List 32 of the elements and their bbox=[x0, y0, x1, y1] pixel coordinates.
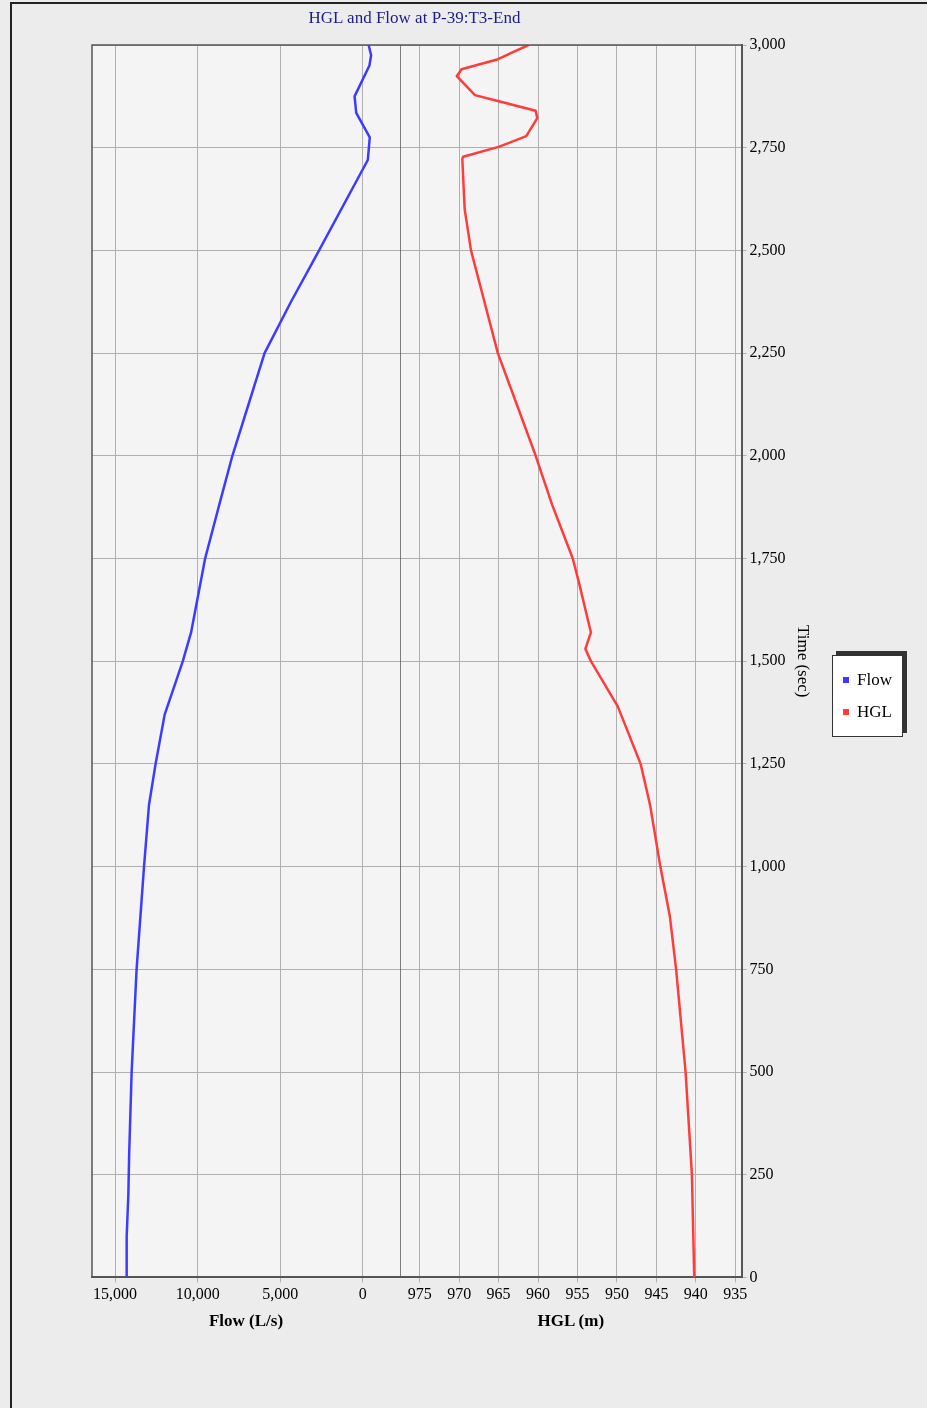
y-tick-label: 1,750 bbox=[749, 548, 786, 566]
x-tick-label: 955 bbox=[565, 1285, 590, 1303]
y-tick-label: 3,000 bbox=[749, 35, 786, 53]
x-tick-label: 10,000 bbox=[175, 1285, 220, 1303]
x-tick-label: 0 bbox=[358, 1285, 367, 1303]
x-axis-title: HGL (m) bbox=[537, 1311, 605, 1331]
y-tick-label: 250 bbox=[749, 1164, 774, 1182]
x-tick-label: 965 bbox=[486, 1285, 511, 1303]
x-axis-title: Flow (L/s) bbox=[208, 1311, 284, 1331]
x-tick-label: 950 bbox=[604, 1285, 629, 1303]
legend-label: Flow bbox=[857, 669, 892, 691]
x-tick-label: 975 bbox=[407, 1285, 432, 1303]
y-tick-label: 1,250 bbox=[749, 754, 786, 772]
y-tick-label: 750 bbox=[749, 959, 774, 977]
y-tick-label: 1,500 bbox=[749, 651, 786, 669]
y-tick-label: 2,250 bbox=[749, 343, 786, 361]
y-tick-label: 1,000 bbox=[749, 856, 786, 874]
x-tick-label: 940 bbox=[683, 1285, 708, 1303]
x-tick-label: 15,000 bbox=[93, 1285, 138, 1303]
x-tick-label: 5,000 bbox=[262, 1285, 299, 1303]
y-axis-title: Time (sec) bbox=[794, 624, 814, 698]
legend-label: HGL bbox=[857, 701, 892, 723]
y-tick-label: 2,750 bbox=[749, 137, 786, 155]
y-tick-label: 2,500 bbox=[749, 240, 786, 258]
x-tick-label: 945 bbox=[644, 1285, 669, 1303]
x-tick-label: 970 bbox=[447, 1285, 472, 1303]
y-tick-label: 0 bbox=[749, 1267, 758, 1285]
y-tick-label: 2,000 bbox=[749, 446, 786, 463]
x-tick-label: 935 bbox=[723, 1285, 748, 1303]
chart-title: HGL and Flow at P-39:T3-End bbox=[308, 8, 521, 27]
y-tick-label: 500 bbox=[749, 1062, 774, 1080]
x-tick-label: 960 bbox=[526, 1285, 551, 1303]
